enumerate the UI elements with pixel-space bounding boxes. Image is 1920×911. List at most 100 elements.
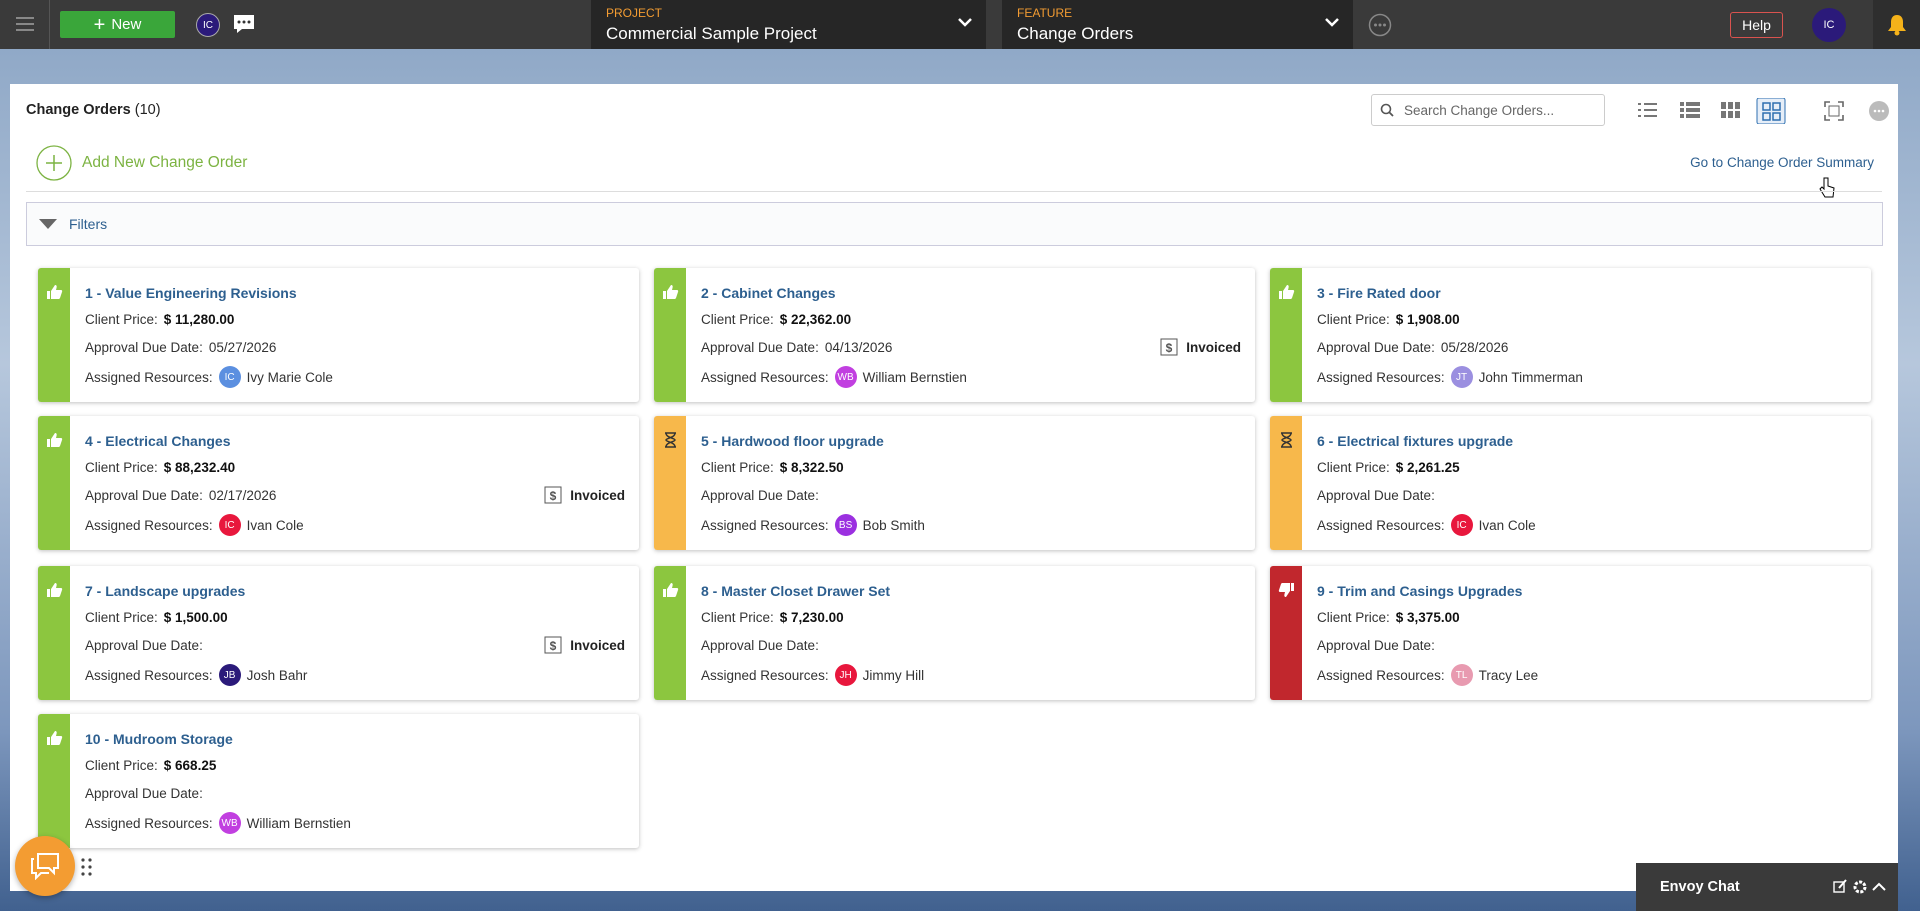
chat-icon[interactable] (232, 13, 256, 35)
card-title[interactable]: 10 - Mudroom Storage (85, 731, 233, 747)
card-title[interactable]: 8 - Master Closet Drawer Set (701, 583, 891, 599)
resource-name: Ivy Marie Cole (246, 369, 333, 385)
project-dropdown[interactable]: PROJECT Commercial Sample Project (591, 0, 986, 49)
label: Assigned Resources: (85, 815, 213, 831)
project-name: Commercial Sample Project (606, 24, 817, 43)
profile-avatar[interactable]: IC (1812, 8, 1846, 42)
label: Assigned Resources: (85, 369, 213, 385)
card-title[interactable]: 4 - Electrical Changes (85, 433, 231, 449)
new-button-label: New (111, 16, 142, 33)
label: Client Price: (1317, 610, 1390, 625)
label: Approval Due Date: (701, 340, 819, 355)
price: $ 668.25 (163, 758, 217, 773)
resources: Assigned Resources: WB William Bernstien (85, 812, 351, 834)
client-price: Client Price: $ 1,500.00 (85, 610, 228, 625)
due-date: Approval Due Date: (85, 638, 203, 653)
notifications[interactable] (1873, 0, 1920, 49)
card-title[interactable]: 9 - Trim and Casings Upgrades (1317, 583, 1523, 599)
label: Assigned Resources: (85, 667, 213, 683)
status-icon (47, 285, 63, 299)
price: $ 3,375.00 (1395, 610, 1460, 625)
change-order-card[interactable]: 8 - Master Closet Drawer Set Client Price… (654, 566, 1255, 700)
card-title[interactable]: 6 - Electrical fixtures upgrade (1317, 433, 1514, 449)
chat-controls[interactable] (1832, 879, 1890, 895)
label: Approval Due Date: (701, 488, 819, 503)
label: Approval Due Date: (1317, 638, 1435, 653)
resource-avatar: IC (1450, 514, 1473, 536)
drag-handle[interactable] (81, 858, 93, 876)
status-stripe (38, 714, 70, 848)
summary-link[interactable]: Go to Change Order Summary (1690, 155, 1874, 170)
resource-name: Josh Bahr (246, 667, 308, 683)
date: 05/28/2026 (1440, 340, 1509, 355)
change-order-card[interactable]: 1 - Value Engineering Revisions Client Pr… (38, 268, 639, 402)
menu-icon[interactable] (16, 16, 34, 32)
card-title[interactable]: 2 - Cabinet Changes (701, 285, 836, 301)
invoice-icon: $ (544, 486, 562, 504)
search-icon (1380, 103, 1394, 117)
cursor (1819, 177, 1835, 198)
card-title[interactable]: 7 - Landscape upgrades (85, 583, 246, 599)
price: $ 11,280.00 (163, 312, 235, 327)
divider (26, 191, 1882, 192)
divider (49, 0, 50, 49)
price: $ 7,230.00 (779, 610, 844, 625)
card-title[interactable]: 1 - Value Engineering Revisions (85, 285, 297, 301)
resource-avatar: IC (218, 514, 241, 536)
price: $ 1,908.00 (1395, 312, 1460, 327)
add-new-label: Add New Change Order (82, 154, 248, 171)
status-stripe (1270, 416, 1302, 550)
chat-title: Envoy Chat (1660, 879, 1740, 895)
chat-launcher[interactable] (15, 836, 75, 896)
invoice-icon: $ (544, 636, 562, 654)
feature-dropdown[interactable]: FEATURE Change Orders (1002, 0, 1353, 49)
label: Client Price: (85, 312, 158, 327)
user-avatar[interactable]: IC (196, 13, 220, 37)
card-title[interactable]: 5 - Hardwood floor upgrade (701, 433, 884, 449)
due-date: Approval Due Date: 02/17/2026 (85, 488, 276, 503)
client-price: Client Price: $ 22,362.00 (701, 312, 851, 327)
filters-bar[interactable]: Filters (26, 202, 1883, 246)
status-stripe (38, 268, 70, 402)
resource-name: William Bernstien (246, 815, 351, 831)
status-icon (1278, 583, 1294, 597)
new-button[interactable]: + New (60, 11, 175, 38)
label: Client Price: (85, 758, 158, 773)
status-stripe (38, 566, 70, 700)
toolbar-icons[interactable] (1823, 100, 1893, 122)
resources: Assigned Resources: JB Josh Bahr (85, 664, 307, 686)
label: Client Price: (1317, 312, 1390, 327)
change-order-card[interactable]: 5 - Hardwood floor upgrade Client Price: $… (654, 416, 1255, 550)
resource-avatar: WB (218, 812, 241, 834)
client-price: Client Price: $ 2,261.25 (1317, 460, 1460, 475)
view-switcher[interactable] (1635, 98, 1835, 124)
help-button[interactable]: Help (1730, 12, 1783, 38)
change-order-card[interactable]: 7 - Landscape upgrades Client Price: $ 1,5… (38, 566, 639, 700)
change-order-card[interactable]: 6 - Electrical fixtures upgrade Client Pr… (1270, 416, 1871, 550)
search-box[interactable]: Search Change Orders... (1371, 94, 1605, 126)
status-icon (47, 731, 63, 745)
client-price: Client Price: $ 8,322.50 (701, 460, 844, 475)
svg-text:$: $ (550, 489, 557, 503)
status-stripe (654, 566, 686, 700)
label: Approval Due Date: (85, 638, 203, 653)
change-order-card[interactable]: 3 - Fire Rated door Client Price: $ 1,908.… (1270, 268, 1871, 402)
resources: Assigned Resources: IC Ivan Cole (85, 514, 304, 536)
change-order-card[interactable]: 10 - Mudroom Storage Client Price: $ 668.2… (38, 714, 639, 848)
filters-toggle (39, 219, 57, 229)
more-icon[interactable] (1368, 13, 1392, 37)
due-date: Approval Due Date: (701, 638, 819, 653)
label: Client Price: (85, 460, 158, 475)
label: Assigned Resources: (1317, 667, 1445, 683)
envoy-chat-bar[interactable]: Envoy Chat (1636, 863, 1898, 911)
label: Client Price: (85, 610, 158, 625)
resources: Assigned Resources: IC Ivan Cole (1317, 514, 1536, 536)
card-title[interactable]: 3 - Fire Rated door (1317, 285, 1441, 301)
title: Change Orders (26, 102, 131, 118)
change-order-card[interactable]: 9 - Trim and Casings Upgrades Client Pric… (1270, 566, 1871, 700)
add-new-link[interactable]: Add New Change Order (36, 145, 247, 181)
date: 05/27/2026 (208, 340, 277, 355)
change-order-card[interactable]: 2 - Cabinet Changes Client Price: $ 22,362… (654, 268, 1255, 402)
resources: Assigned Resources: JH Jimmy Hill (701, 664, 924, 686)
change-order-card[interactable]: 4 - Electrical Changes Client Price: $ 88,… (38, 416, 639, 550)
